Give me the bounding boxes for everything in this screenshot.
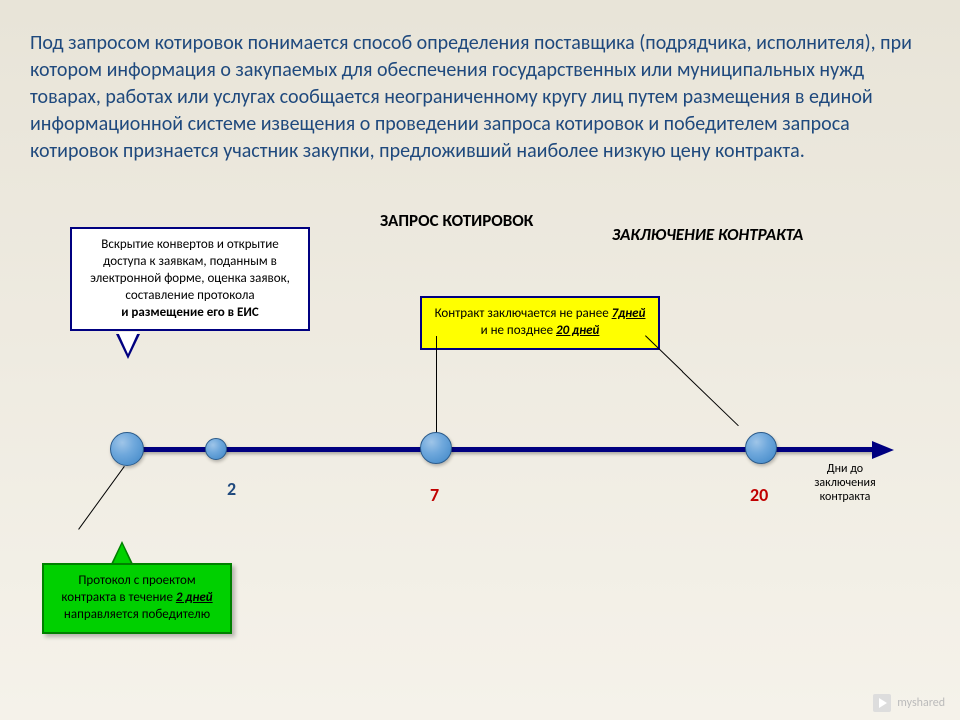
callout-top-tail	[118, 332, 138, 354]
connector-20b	[682, 371, 739, 426]
callout-envelope-opening: Вскрытие конвертов и открытие доступа к …	[70, 227, 310, 331]
callout-protocol: Протокол с проектом контракта в течение …	[42, 563, 232, 634]
play-icon	[873, 694, 891, 712]
intro-paragraph: Под запросом котировок понимается способ…	[0, 0, 960, 175]
label-20: 20	[750, 484, 768, 506]
node-7	[420, 432, 452, 464]
node-20	[745, 432, 777, 464]
callout-top-bold: и размещение его в ЕИС	[121, 305, 258, 320]
footer-watermark: myshared	[873, 694, 945, 712]
connector-green	[78, 466, 125, 530]
node-start	[110, 432, 144, 466]
node-2	[205, 438, 227, 460]
connector-20	[645, 335, 683, 372]
timeline-arrowhead	[872, 441, 894, 459]
callout-contract-timing: Контракт заключается не ранее 7дней и не…	[420, 296, 660, 350]
label-7: 7	[430, 484, 439, 506]
label-2: 2	[227, 478, 236, 500]
title-right: ЗАКЛЮЧЕНИЕ КОНТРАКТА	[612, 225, 803, 245]
axis-label: Дни до заключения контракта	[800, 462, 890, 504]
connector-7	[436, 336, 437, 436]
title-main: ЗАПРОС КОТИРОВОК	[380, 210, 533, 231]
callout-top-text: Вскрытие конвертов и открытие доступа к …	[90, 237, 290, 303]
